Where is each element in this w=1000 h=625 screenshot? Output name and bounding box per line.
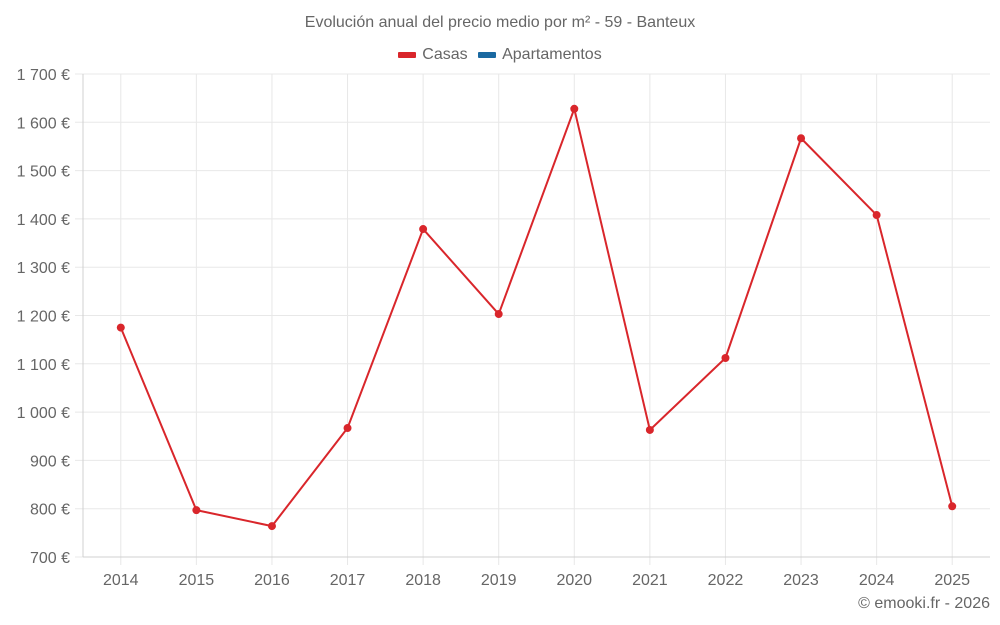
y-axis: 700 € 800 € 900 € 1 000 € 1 100 € 1 200 € 1 30…	[17, 67, 84, 567]
y-tick-label: 1 300 €	[17, 260, 70, 277]
data-point-2014[interactable]	[116, 323, 125, 332]
data-point-2025[interactable]	[948, 502, 957, 511]
data-point-2022[interactable]	[721, 354, 730, 363]
x-tick-label: 2024	[859, 572, 895, 589]
legend-label-casas: Casas	[422, 46, 468, 63]
x-tick-label: 2020	[556, 572, 592, 589]
x-axis: 2014 2015 2016 2017 2018 2019 2020 2021 2022 2023…	[83, 556, 990, 589]
legend-item-apartamentos[interactable]: Apartamentos	[478, 46, 602, 64]
x-tick-label: 2022	[708, 572, 744, 589]
y-tick-label: 1 400 €	[17, 212, 70, 229]
data-point-2023[interactable]	[797, 134, 806, 143]
y-tick-label: 700 €	[30, 550, 70, 567]
data-point-2020[interactable]	[570, 104, 579, 113]
x-tick-label: 2018	[405, 572, 441, 589]
x-tick-label: 2021	[632, 572, 668, 589]
x-tick-label: 2017	[330, 572, 366, 589]
legend-item-casas[interactable]: Casas	[398, 46, 468, 64]
x-tick-label: 2014	[103, 572, 139, 589]
x-tick-label: 2023	[783, 572, 819, 589]
data-point-2018[interactable]	[419, 225, 428, 234]
y-tick-label: 1 100 €	[17, 357, 70, 374]
casas-line	[119, 107, 954, 528]
legend-swatch-casas-icon	[398, 52, 417, 58]
y-tick-label: 1 000 €	[17, 405, 70, 422]
x-tick-label: 2016	[254, 572, 290, 589]
legend: Casas Apartamentos	[0, 45, 1000, 64]
y-tick-label: 900 €	[30, 453, 70, 470]
data-point-2021[interactable]	[645, 425, 654, 434]
grid-lines	[75, 73, 990, 565]
data-point-2016[interactable]	[267, 522, 276, 531]
y-tick-label: 1 500 €	[17, 164, 70, 181]
y-tick-label: 1 600 €	[17, 115, 70, 132]
x-tick-label: 2025	[934, 572, 970, 589]
data-point-2024[interactable]	[872, 211, 881, 220]
y-tick-label: 1 700 €	[17, 67, 70, 84]
data-point-2017[interactable]	[343, 424, 352, 433]
series-casas	[116, 104, 957, 531]
x-tick-label: 2019	[481, 572, 517, 589]
y-tick-label: 1 200 €	[17, 309, 70, 326]
y-tick-label: 800 €	[30, 502, 70, 519]
data-point-2015[interactable]	[192, 506, 201, 515]
chart-title: Evolución anual del precio medio por m² …	[304, 14, 696, 31]
legend-label-apartamentos: Apartamentos	[502, 46, 602, 63]
credit-text: © emooki.fr - 2026	[858, 595, 990, 612]
x-tick-label: 2015	[179, 572, 215, 589]
data-point-2019[interactable]	[494, 310, 503, 319]
legend-swatch-apartamentos-icon	[478, 52, 497, 58]
